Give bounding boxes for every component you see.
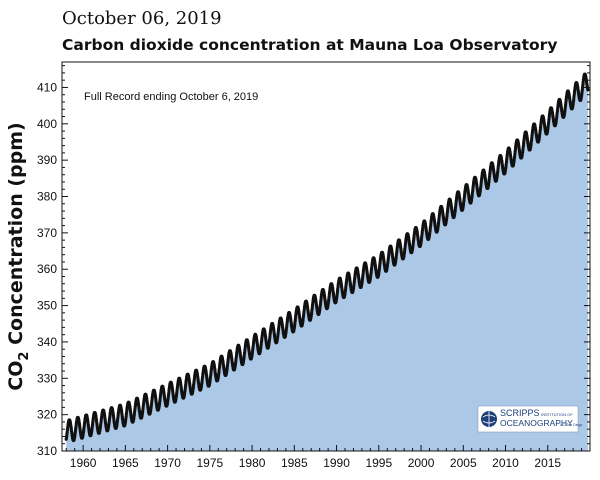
- y-axis-label-rest: Concentration (ppm): [5, 122, 27, 351]
- y-axis-label: CO2 Concentration (ppm): [5, 122, 32, 390]
- y-tick-label: 360: [37, 262, 57, 276]
- logo-line2-small: UC San Diego: [560, 423, 582, 427]
- logo-line2: OCEANOGRAPHY: [500, 418, 573, 428]
- y-tick-label: 340: [37, 335, 57, 349]
- plot-area: [64, 72, 590, 451]
- x-axis: 1960 1965 1970 1975 1980 1985 1990 1995 2000 2005…: [65, 445, 583, 470]
- x-tick-label: 1980: [239, 456, 266, 470]
- y-tick-label: 400: [37, 117, 57, 131]
- x-tick-label: 2000: [408, 456, 435, 470]
- x-tick-label: 1985: [281, 456, 308, 470]
- date-title: October 06, 2019: [62, 8, 222, 29]
- x-tick-label: 1970: [154, 456, 181, 470]
- y-tick-label: 370: [37, 226, 57, 240]
- x-tick-label: 2015: [534, 456, 561, 470]
- x-tick-label: 1995: [365, 456, 392, 470]
- logo-line1: SCRIPPS: [500, 408, 540, 418]
- record-annotation: Full Record ending October 6, 2019: [84, 91, 258, 103]
- x-tick-label: 1975: [196, 456, 223, 470]
- y-axis-label-subscript: 2: [17, 352, 32, 361]
- logo-line1-small: INSTITUTION OF: [541, 412, 573, 417]
- chart-title: Carbon dioxide concentration at Mauna Lo…: [62, 36, 558, 54]
- y-tick-label: 350: [37, 299, 57, 313]
- x-tick-label: 1960: [70, 456, 97, 470]
- y-tick-label: 320: [37, 408, 57, 422]
- y-axis-label-co: CO: [5, 361, 27, 391]
- x-tick-label: 2010: [492, 456, 519, 470]
- y-axis: 310 320 330 340 350 360 370 380 390 400 410: [37, 65, 590, 458]
- co2-area-fill: [66, 74, 588, 451]
- plot-frame: [61, 61, 591, 452]
- x-tick-label: 2005: [450, 456, 477, 470]
- scripps-logo: SCRIPPS INSTITUTION OF OCEANOGRAPHY UC S…: [477, 405, 582, 433]
- co2-data-points: [64, 72, 590, 443]
- data-point: [586, 88, 590, 92]
- y-tick-label: 410: [37, 80, 57, 94]
- y-tick-label: 390: [37, 153, 57, 167]
- y-tick-label: 310: [37, 444, 57, 458]
- y-tick-label: 380: [37, 190, 57, 204]
- y-tick-label: 330: [37, 371, 57, 385]
- x-tick-label: 1990: [323, 456, 350, 470]
- x-tick-label: 1965: [112, 456, 139, 470]
